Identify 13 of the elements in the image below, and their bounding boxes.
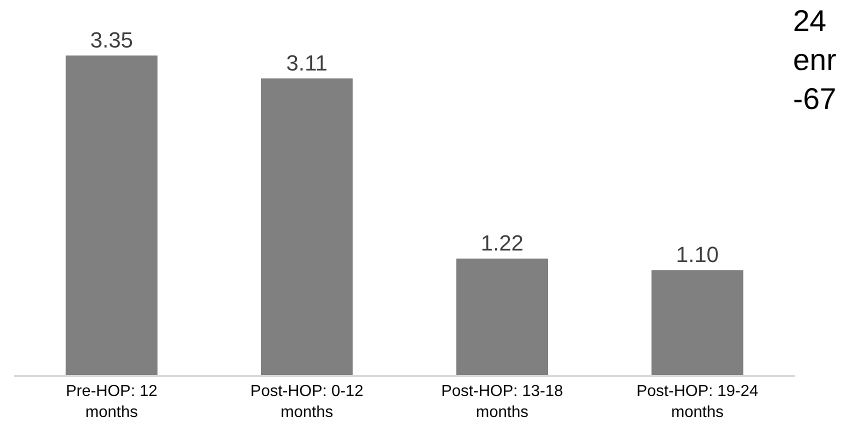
x-tick-label: Post-HOP: 13-18 months	[441, 383, 564, 421]
bar	[651, 270, 744, 375]
bar	[66, 56, 158, 375]
data-label: 1.10	[676, 242, 719, 268]
data-label: 3.11	[286, 50, 328, 76]
annotation: 24 enr -67	[793, 5, 836, 116]
data-label: 3.35	[90, 28, 134, 53]
data-label: 1.22	[480, 230, 524, 256]
bar	[260, 78, 353, 375]
x-tick-label: Pre-HOP: 12 months	[66, 383, 158, 421]
bar	[456, 258, 548, 375]
x-tick-label: Post-HOP: 19-24 months	[636, 383, 758, 421]
x-tick-label: Post-HOP: 0-12 months	[250, 383, 364, 421]
